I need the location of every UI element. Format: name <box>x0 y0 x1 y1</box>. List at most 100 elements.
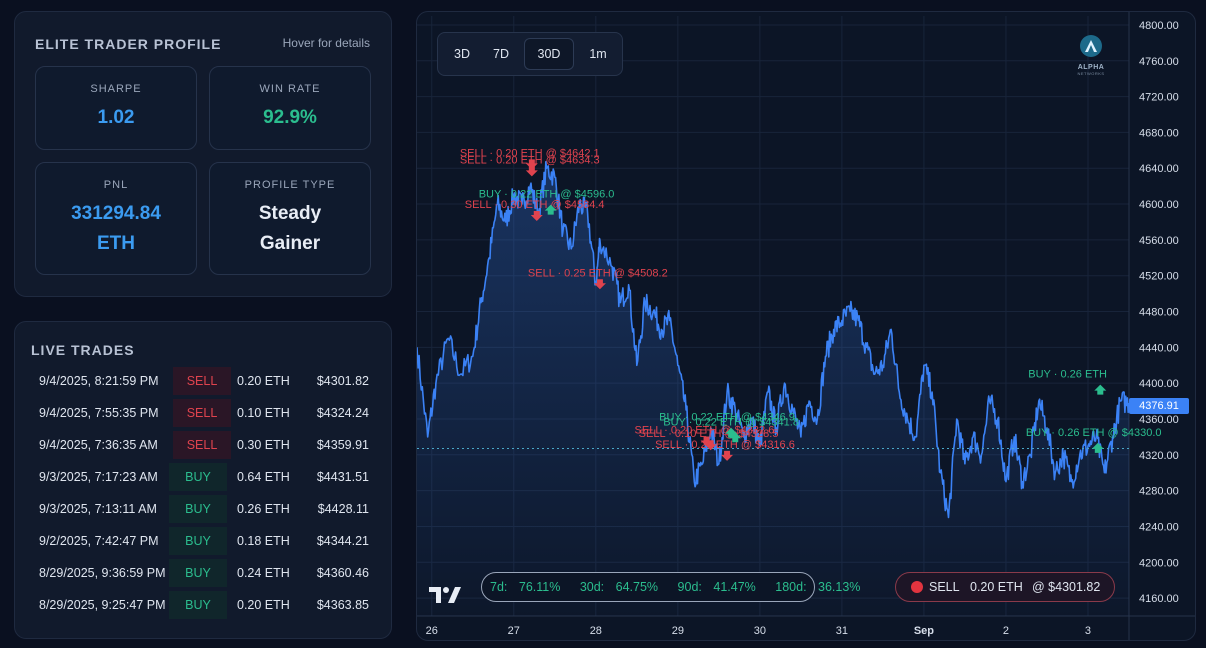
profile-title: ELITE TRADER PROFILE <box>35 36 222 52</box>
hover-hint: Hover for details <box>282 36 370 50</box>
trade-annotation-label: SELL · 0.20 ETH @ $4332.6 <box>635 425 775 437</box>
sharpe-value: 1.02 <box>97 107 135 128</box>
sell-marker-arrow <box>704 440 717 451</box>
price-axis-tick-label: 4480.00 <box>1139 307 1179 319</box>
price-axis-tick-label: 4560.00 <box>1139 235 1179 247</box>
trade-row[interactable]: 9/3/2025, 7:13:11 AM BUY 0.26 ETH $4428.11 <box>31 495 377 523</box>
alpha-networks-logo: ALPHA NETWORKS <box>1069 34 1113 84</box>
trade-annotation-label: BUY · 0.22 ETH @ $4596.0 <box>479 189 615 201</box>
trade-time: 8/29/2025, 9:36:59 PM <box>39 566 166 580</box>
price-axis-tick-label: 4240.00 <box>1139 521 1179 533</box>
profile-type-word1: Steady <box>258 202 322 224</box>
trade-price: $4344.21 <box>316 534 369 548</box>
profile-type-label: PROFILE TYPE <box>244 178 336 191</box>
trade-annotation-label: SELL · 0.20 ETH @ $4642.1 <box>460 147 600 159</box>
trade-annotation-label: BUY · 0.26 ETH @ $4330.0 <box>1026 427 1162 439</box>
pnl-value-amount: 331294.84 <box>71 202 161 224</box>
logo-sub: NETWORKS <box>1077 71 1105 76</box>
pnl-value: 331294.84 ETH <box>71 199 161 259</box>
last-trade-amount: 0.20 ETH <box>970 580 1023 594</box>
trade-amount: 0.20 ETH <box>237 374 290 388</box>
profile-type-word2: Gainer <box>259 232 321 254</box>
trade-row[interactable]: 9/4/2025, 7:36:35 AM SELL 0.30 ETH $4359.91 <box>31 431 377 459</box>
tradingview-logo-icon[interactable] <box>429 586 461 604</box>
win-rate-30d-label: 30d: <box>579 580 605 594</box>
trade-side-badge: BUY <box>169 495 227 523</box>
price-area-fill <box>417 161 1129 617</box>
trade-side-badge: BUY <box>169 463 227 491</box>
trade-annotation-label: SELL · 0.20 ETH @ $4316.6 <box>655 439 795 451</box>
trade-price: $4431.51 <box>316 470 369 484</box>
trade-price: $4428.11 <box>317 502 369 516</box>
timeframe-30d-button[interactable]: 30D <box>524 38 574 70</box>
price-axis-tick-label: 4600.00 <box>1139 199 1179 211</box>
price-series-line <box>417 161 1130 519</box>
trade-time: 9/3/2025, 7:13:11 AM <box>39 502 157 516</box>
price-axis-tick-label: 4360.00 <box>1139 414 1179 426</box>
sell-marker-arrow <box>721 450 734 461</box>
trade-time: 9/4/2025, 8:21:59 PM <box>39 374 159 388</box>
trade-row[interactable]: 9/4/2025, 7:55:35 PM SELL 0.10 ETH $4324.24 <box>31 399 377 427</box>
time-axis-tick-label: Sep <box>914 625 934 637</box>
trade-annotation-label: SELL · 0.30 ETH @ $4584.4 <box>465 199 605 211</box>
win-rate-30d: 30d: 64.75% <box>576 580 662 594</box>
trade-amount: 0.20 ETH <box>237 598 290 612</box>
trade-side-badge: SELL <box>173 367 231 395</box>
trade-annotation-label: SELL · 0.25 ETH @ $4508.2 <box>528 267 668 279</box>
price-axis-tick-label: 4800.00 <box>1139 20 1179 32</box>
live-trades-title: LIVE TRADES <box>31 342 135 358</box>
time-axis-tick-label: 29 <box>672 625 684 637</box>
pnl-label: PNL <box>103 178 129 191</box>
time-axis-tick-label: 30 <box>754 625 766 637</box>
price-chart-panel: SELL · 0.20 ETH @ $4642.1 SELL · 0.20 ETH… <box>416 11 1196 641</box>
pnl-card[interactable]: PNL 331294.84 ETH <box>35 162 197 275</box>
win-rate-90d-value: 41.47% <box>713 580 756 594</box>
time-axis-tick-label: 27 <box>508 625 520 637</box>
trade-side-badge: BUY <box>169 527 227 555</box>
trade-side-badge: BUY <box>169 591 227 619</box>
trade-row[interactable]: 9/2/2025, 7:42:47 PM BUY 0.18 ETH $4344.21 <box>31 527 377 555</box>
trade-side-badge: SELL <box>173 431 231 459</box>
sharpe-card[interactable]: SHARPE 1.02 <box>35 66 197 150</box>
win-rate-90d-label: 90d: <box>677 580 702 594</box>
trade-row[interactable]: 8/29/2025, 9:25:47 PM BUY 0.20 ETH $4363.85 <box>31 591 377 619</box>
profile-type-card[interactable]: PROFILE TYPE Steady Gainer <box>209 162 371 275</box>
trade-row[interactable]: 8/29/2025, 9:36:59 PM BUY 0.24 ETH $4360.46 <box>31 559 377 587</box>
trade-price: $4359.91 <box>316 438 369 452</box>
trade-annotation-label: SELL · 0.20 ETH @ $4634.3 <box>460 154 600 166</box>
alpha-logo-icon <box>1080 35 1102 57</box>
timeframe-3d-button[interactable]: 3D <box>454 47 470 61</box>
win-rate-card[interactable]: WIN RATE 92.9% <box>209 66 371 150</box>
price-axis-tick-label: 4400.00 <box>1139 378 1179 390</box>
win-rate-value: 92.9% <box>263 107 317 128</box>
trade-time: 9/4/2025, 7:55:35 PM <box>39 406 159 420</box>
win-rate-30d-value: 64.75% <box>615 580 659 594</box>
trade-annotation-label: SELL · 0.10 ETH @ $4328.5 <box>639 428 779 440</box>
trade-amount: 0.10 ETH <box>237 406 290 420</box>
price-axis-tick-label: 4320.00 <box>1139 450 1179 462</box>
timeframe-1m-button[interactable]: 1m <box>589 47 607 61</box>
trade-side-badge: SELL <box>173 399 231 427</box>
live-trades-panel: LIVE TRADES 9/4/2025, 8:21:59 PM SELL 0.20… <box>14 321 392 639</box>
trade-annotation-label: BUY · 0.22 ETH @ $4341.8 <box>663 416 799 428</box>
trade-annotation-label: BUY · 0.26 ETH <box>1028 369 1107 381</box>
time-axis-tick-label: 28 <box>590 625 602 637</box>
trade-row[interactable]: 9/4/2025, 8:21:59 PM SELL 0.20 ETH $4301.82 <box>31 367 377 395</box>
sell-marker-arrow <box>700 436 713 447</box>
red-circle-icon <box>911 581 923 593</box>
price-axis-tick-label: 4440.00 <box>1139 342 1179 354</box>
buy-marker-arrow <box>1091 442 1104 453</box>
last-trade-side: SELL <box>929 580 960 594</box>
trade-time: 9/3/2025, 7:17:23 AM <box>39 470 158 484</box>
trade-amount: 0.24 ETH <box>237 566 290 580</box>
time-axis-tick-label: 26 <box>426 625 438 637</box>
trade-row[interactable]: 9/3/2025, 7:17:23 AM BUY 0.64 ETH $4431.51 <box>31 463 377 491</box>
win-rate-7d: 7d: 76.11% <box>486 580 564 594</box>
pnl-value-unit: ETH <box>96 232 135 254</box>
sell-marker-arrow <box>593 279 606 290</box>
timeframe-7d-button[interactable]: 7D <box>493 47 509 61</box>
price-axis-tick-label: 4680.00 <box>1139 127 1179 139</box>
win-rate-summary: 7d: 76.11% 30d: 64.75% 90d: 41.47% 180d:… <box>481 572 860 602</box>
last-trade-price: @ $4301.82 <box>1032 580 1101 594</box>
